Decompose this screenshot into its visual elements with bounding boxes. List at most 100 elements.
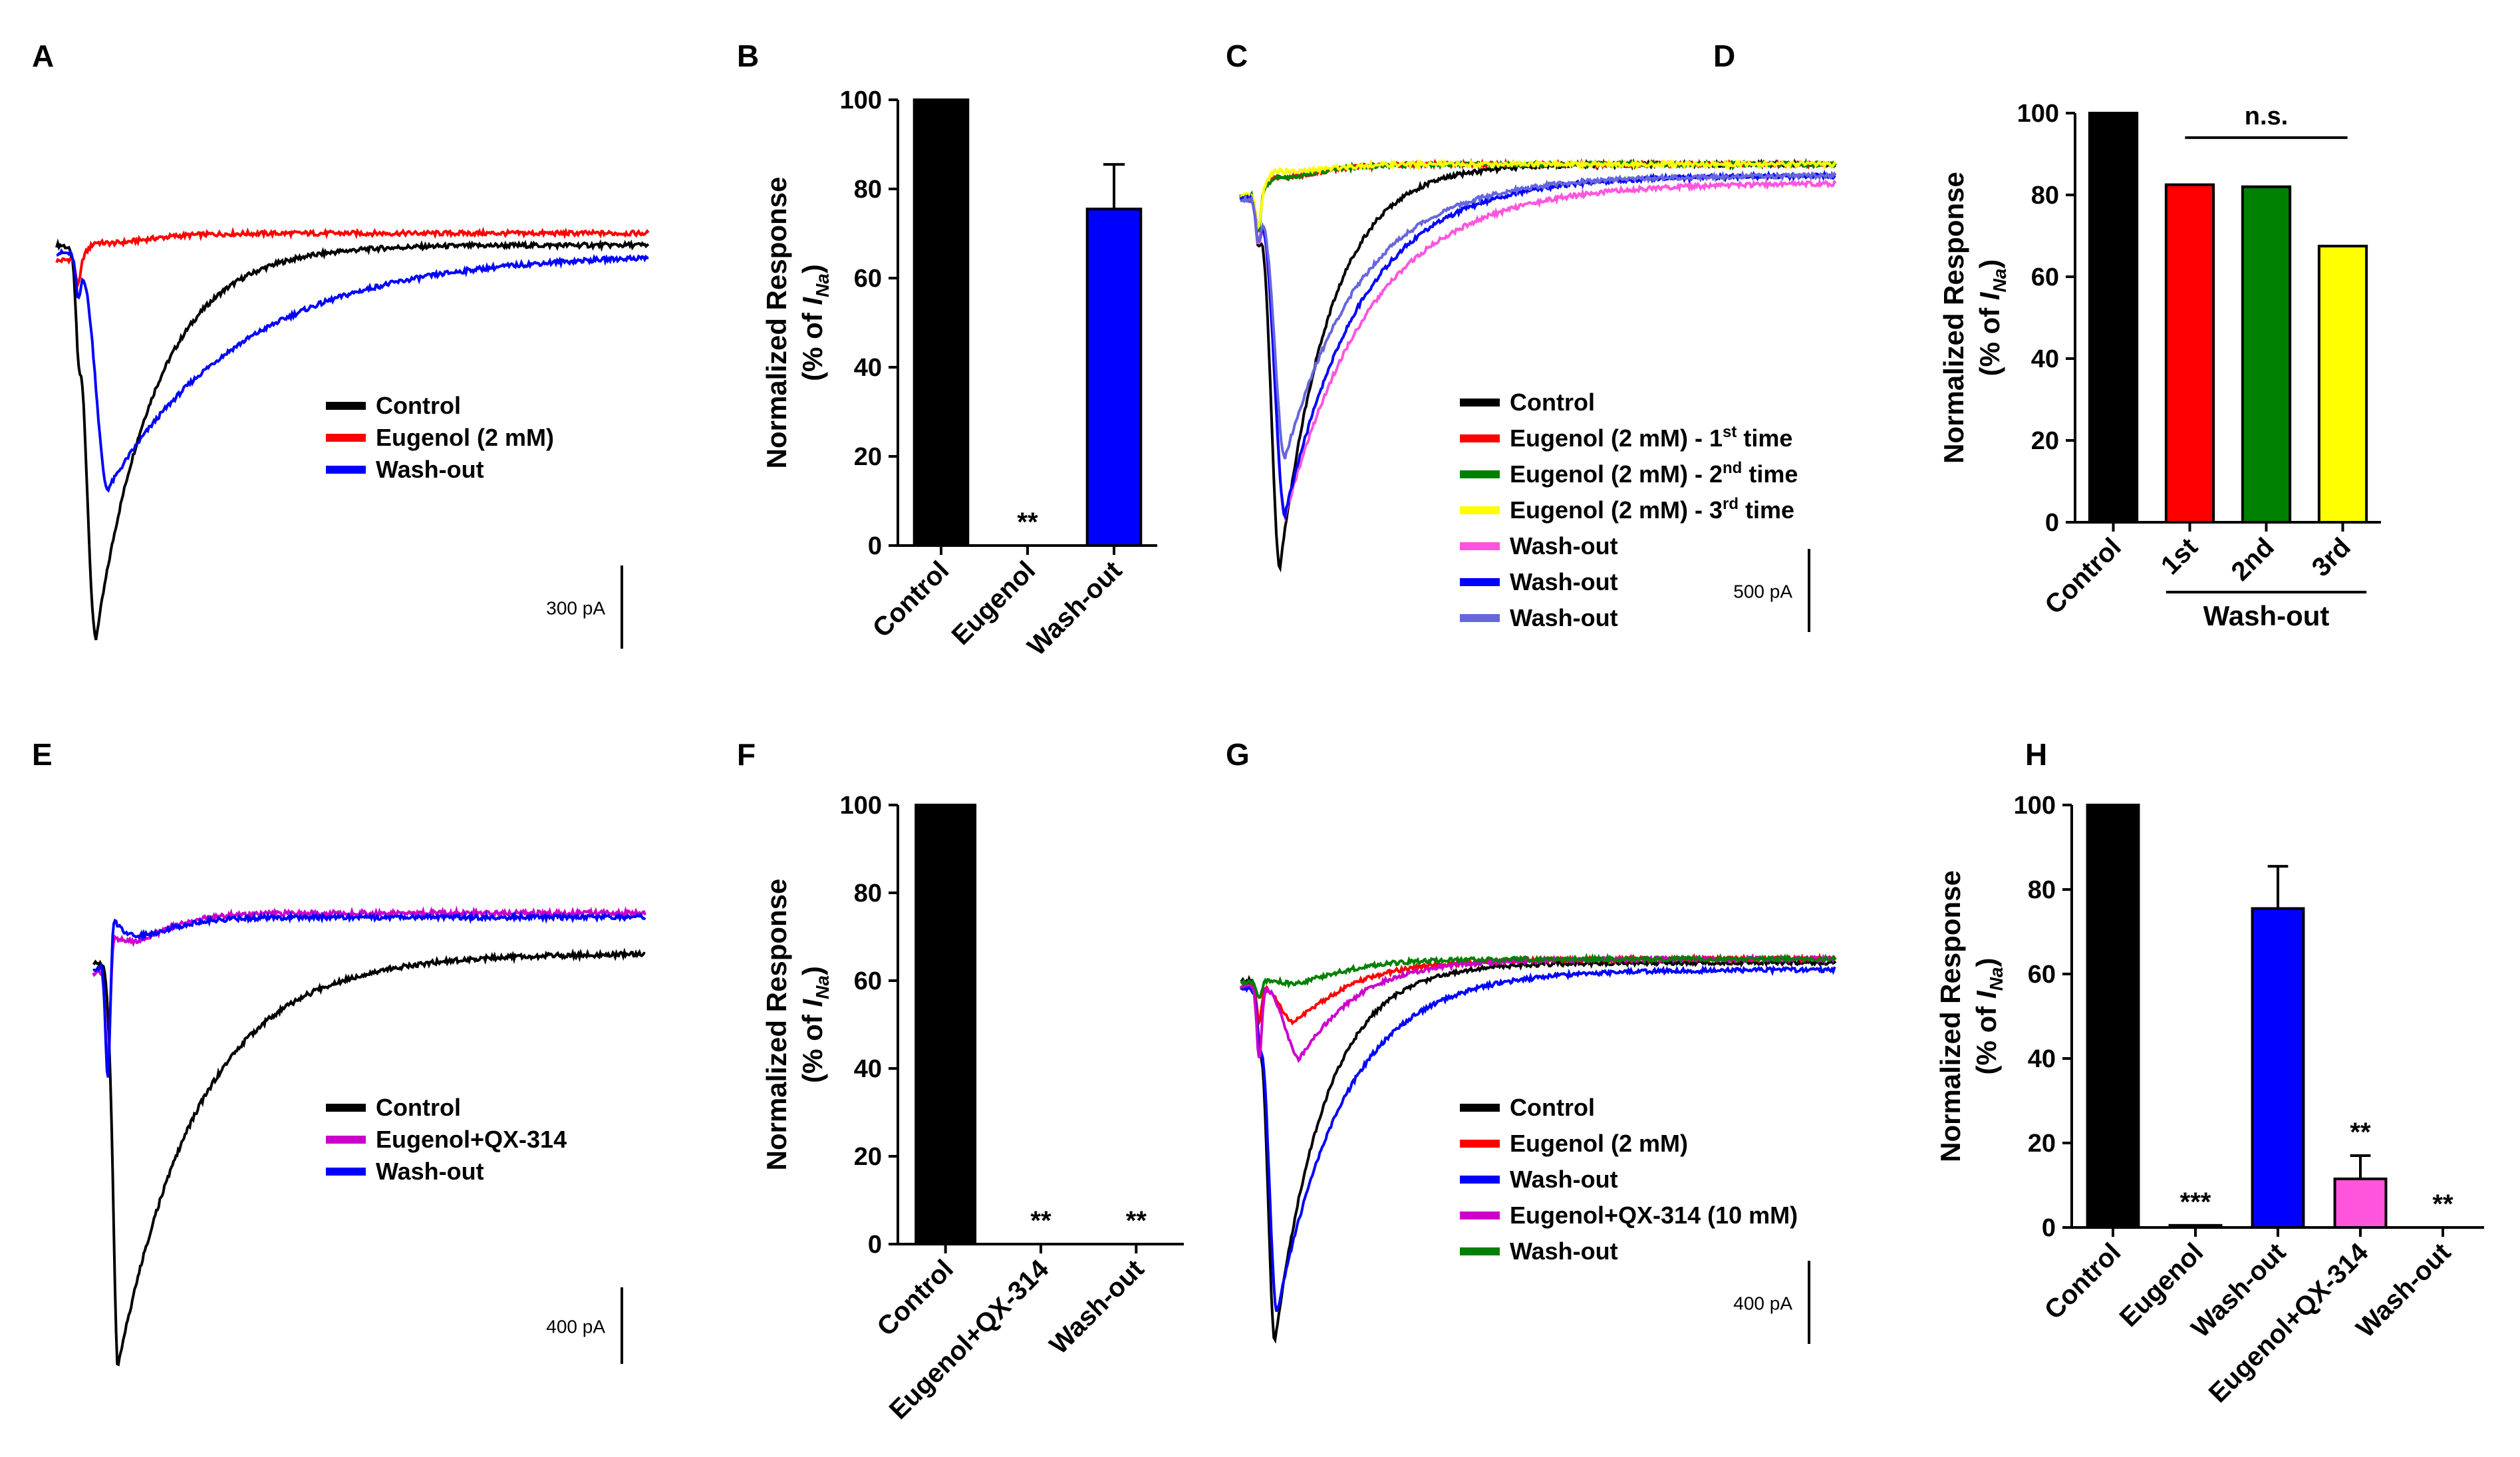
legend-label-sup: rd (1723, 495, 1739, 513)
significance-marker: ** (1126, 1206, 1147, 1235)
scale-bar-label: 300 pA (546, 598, 605, 619)
panel-label: F (737, 737, 756, 772)
y-axis-subtitle: (% of INa) (797, 264, 833, 381)
bar-control (914, 804, 977, 1245)
trace-control (92, 947, 646, 1367)
panel-label: D (1713, 39, 1735, 73)
y-tick-label: 20 (2031, 427, 2059, 455)
trace-wash-out (1240, 964, 1836, 1313)
y-tick-label: 0 (2042, 1214, 2056, 1242)
y-axis-subtitle-na: Na (812, 273, 833, 297)
y-tick-label: 100 (840, 792, 882, 820)
legend-label: Eugenol (2 mM) - 1st time (1510, 423, 1792, 452)
legend-label: Eugenol (2 mM) - 3rd time (1510, 495, 1794, 524)
y-axis-subtitle-i: I (1971, 990, 2002, 999)
legend-label: Control (1510, 389, 1595, 416)
y-axis-title: Normalized Response (761, 177, 792, 469)
y-axis-title: Normalized Response (1938, 172, 1969, 464)
y-axis-subtitle-a: (% of (797, 1007, 828, 1083)
panel-G: G Control Eugenol (2 mM) Wash-out Eugenol+QX… (1226, 737, 1837, 1344)
legend-label: Wash-out (376, 456, 484, 483)
legend-label: Wash-out (376, 1158, 484, 1185)
trace-eugenol-2-mm-3rd-time (1240, 158, 1837, 231)
scale-bar-label: 400 pA (546, 1317, 605, 1337)
y-axis-subtitle-b: ) (1974, 259, 2005, 269)
legend-label: Control (376, 392, 461, 419)
y-axis-subtitle-na: Na (812, 975, 833, 999)
trace-control (1240, 956, 1837, 1344)
trace-wash-out (92, 909, 646, 1078)
bar-control (2088, 112, 2139, 524)
group-label: Wash-out (2203, 600, 2330, 631)
significance-marker: ** (2432, 1190, 2453, 1219)
trace-wash-out (1240, 953, 1837, 999)
bar-wash-out (2251, 907, 2305, 1229)
legend-label: Wash-out (1510, 604, 1618, 631)
legend-label: Wash-out (1510, 532, 1618, 560)
legend-label: Control (376, 1094, 461, 1121)
y-tick-label: 60 (2031, 263, 2059, 291)
legend-label-tail: time (1739, 496, 1794, 524)
y-axis-title: Normalized Response (1935, 870, 1966, 1162)
y-tick-label: 60 (854, 265, 882, 293)
trace-wash-out (1240, 170, 1837, 460)
bar-eugenol-qx-314 (2333, 1177, 2388, 1229)
y-tick-label: 20 (2028, 1130, 2056, 1158)
legend-label-main: Eugenol (2 mM) - 1 (1510, 424, 1723, 452)
significance-label: n.s. (2245, 102, 2288, 130)
y-axis-subtitle: (% of INa) (797, 966, 833, 1083)
y-axis-title: Normalized Response (761, 879, 792, 1171)
legend-label: Control (1510, 1094, 1595, 1121)
y-tick-label: 100 (2017, 100, 2059, 128)
legend-label: Eugenol (2 mM) (376, 424, 554, 451)
panel-label: A (32, 39, 54, 73)
y-tick-label: 40 (2031, 345, 2059, 373)
y-axis-subtitle-b: ) (797, 966, 828, 975)
trace-control (55, 238, 650, 641)
panel-label: H (2025, 737, 2047, 772)
y-tick-label: 0 (2045, 509, 2059, 537)
legend-label: Eugenol (2 mM) - 2nd time (1510, 459, 1798, 488)
legend-label-tail: time (1742, 460, 1798, 488)
significance-marker: ** (1017, 508, 1038, 537)
panel-A: A Control Eugenol (2 mM) Wash-out 300 pA (32, 39, 650, 649)
panel-label: B (737, 39, 759, 73)
legend-label: Eugenol+QX-314 (10 mM) (1510, 1202, 1798, 1229)
panel-label: E (32, 737, 53, 772)
y-axis-subtitle: (% of INa) (1974, 259, 2010, 377)
legend-label-sup: st (1723, 423, 1737, 441)
y-axis-subtitle-i: I (1974, 291, 2005, 300)
y-tick-label: 80 (2028, 876, 2056, 904)
bar-control (2086, 804, 2140, 1229)
panel-label: C (1226, 39, 1248, 73)
y-axis-subtitle-i: I (797, 297, 828, 305)
y-axis-subtitle-b: ) (1971, 958, 2002, 967)
legend-label-sup: nd (1723, 459, 1742, 477)
legend-label: Eugenol (2 mM) (1510, 1130, 1688, 1157)
bar-3rd (2317, 244, 2368, 524)
trace-wash-out (56, 247, 649, 493)
y-tick-label: 80 (854, 176, 882, 204)
y-tick-label: 20 (854, 443, 882, 471)
legend-label: Wash-out (1510, 1237, 1618, 1265)
legend-label-main: Eugenol (2 mM) - 3 (1510, 496, 1723, 524)
y-tick-label: 40 (854, 354, 882, 382)
legend-label: Wash-out (1510, 568, 1618, 595)
panel-label: G (1226, 737, 1250, 772)
y-tick-label: 40 (2028, 1045, 2056, 1073)
trace-eugenol-2-mm- (55, 226, 650, 291)
y-tick-label: 100 (840, 86, 882, 114)
y-tick-label: 80 (854, 880, 882, 907)
y-axis-subtitle-a: (% of (797, 305, 828, 381)
legend-label: Eugenol+QX-314 (376, 1126, 567, 1153)
bar-eugenol (2168, 1223, 2223, 1229)
y-tick-label: 60 (854, 967, 882, 995)
y-tick-label: 80 (2031, 182, 2059, 210)
y-tick-label: 0 (868, 532, 882, 560)
scale-bar-label: 400 pA (1733, 1293, 1792, 1314)
trace-wash-out (1239, 178, 1837, 522)
y-tick-label: 20 (854, 1143, 882, 1171)
y-axis-subtitle-a: (% of (1971, 999, 2002, 1074)
